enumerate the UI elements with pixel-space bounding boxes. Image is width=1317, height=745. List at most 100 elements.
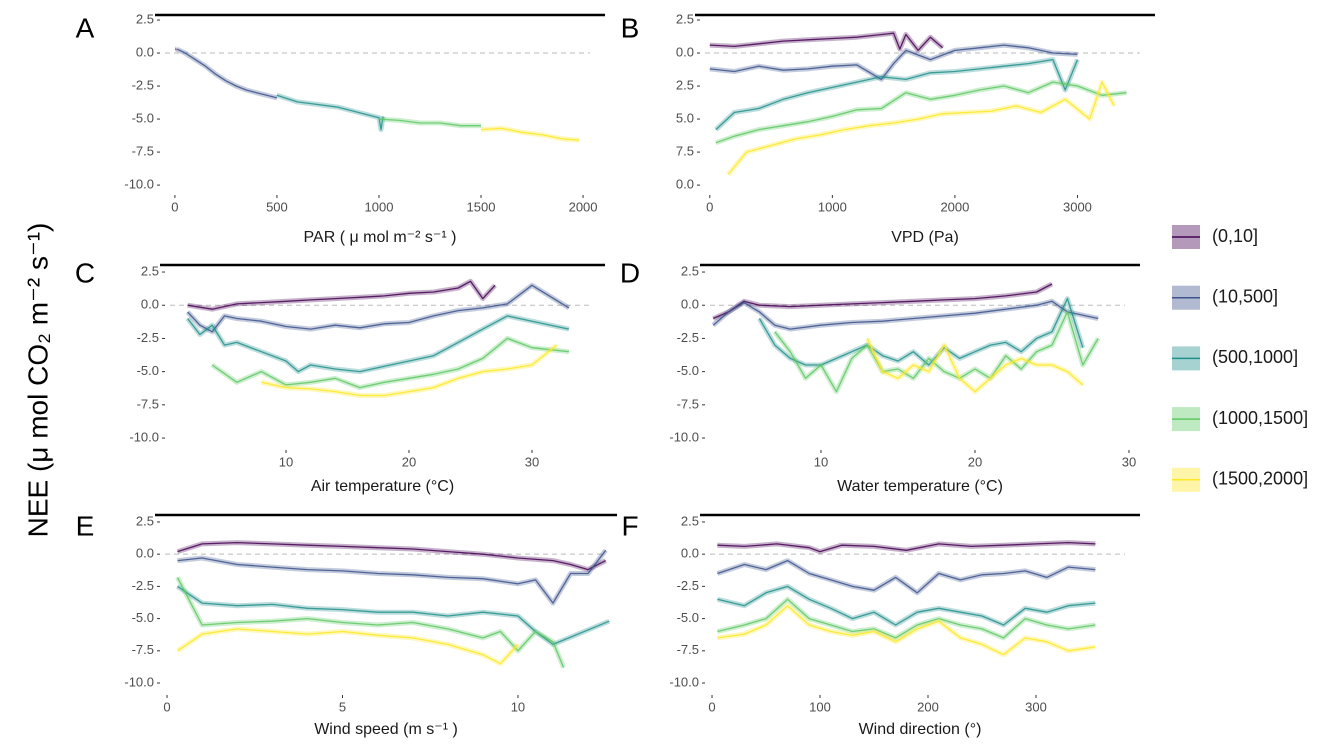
x-axis-label: Water temperature (°C) bbox=[837, 478, 1003, 495]
series-line bbox=[176, 48, 278, 99]
x-axis-label: Wind speed (m s⁻¹ ) bbox=[314, 721, 458, 738]
x-tick-label: 0 bbox=[171, 199, 178, 214]
x-tick-label: 10 bbox=[511, 699, 525, 714]
y-tick-label: 0.0 bbox=[136, 44, 154, 59]
panel-letter: C bbox=[75, 257, 95, 288]
series-line bbox=[866, 338, 1084, 393]
y-tick-label: -5.0 bbox=[137, 363, 159, 378]
y-tick-label: -2.5 bbox=[137, 330, 159, 345]
panel-letter: F bbox=[621, 510, 638, 541]
series-line bbox=[378, 118, 481, 127]
series-line bbox=[709, 32, 944, 52]
series-line bbox=[717, 598, 1096, 639]
y-tick-label: 2.5 bbox=[136, 513, 154, 528]
y-tick-label: 2.5 bbox=[141, 263, 159, 278]
series-line bbox=[715, 81, 1127, 144]
series-line bbox=[717, 541, 1096, 553]
x-tick-label: 300 bbox=[1025, 699, 1047, 714]
panel-letter: E bbox=[76, 510, 95, 541]
y-tick-label: 2.5 bbox=[676, 77, 694, 92]
x-tick-label: 30 bbox=[525, 454, 539, 469]
y-tick-label: -2.5 bbox=[132, 578, 154, 593]
series-line bbox=[480, 127, 580, 141]
y-tick-label: -2.5 bbox=[132, 77, 154, 92]
series-line bbox=[276, 94, 384, 131]
y-tick-label: 0.0 bbox=[681, 297, 699, 312]
y-tick-label: 2.5 bbox=[681, 513, 699, 528]
y-tick-label: 7.5 bbox=[676, 144, 694, 159]
x-tick-label: 500 bbox=[266, 199, 288, 214]
x-tick-label: 100 bbox=[809, 699, 831, 714]
series-line bbox=[717, 585, 1096, 626]
y-tick-label: -5.0 bbox=[677, 610, 699, 625]
y-tick-label: -10.0 bbox=[124, 674, 154, 689]
x-tick-label: 200 bbox=[917, 699, 939, 714]
series-line bbox=[727, 81, 1115, 175]
series-line bbox=[774, 311, 1099, 393]
y-tick-label: -10.0 bbox=[124, 177, 154, 192]
series-line bbox=[187, 284, 570, 333]
series-line bbox=[177, 541, 606, 571]
series-line bbox=[717, 559, 1096, 594]
x-tick-label: 2000 bbox=[940, 199, 969, 214]
series-line bbox=[177, 549, 607, 604]
y-tick-label: 0.0 bbox=[681, 546, 699, 561]
x-tick-label: 30 bbox=[1122, 454, 1136, 469]
legend-label: (1500,2000] bbox=[1212, 469, 1308, 489]
panel-letter: B bbox=[621, 12, 640, 43]
x-axis-label: VPD (Pa) bbox=[891, 229, 959, 246]
y-tick-label: -7.5 bbox=[137, 396, 159, 411]
y-tick-label: 2.5 bbox=[136, 11, 154, 26]
x-tick-label: 1000 bbox=[818, 199, 847, 214]
y-tick-label: 2.5 bbox=[676, 11, 694, 26]
y-tick-label: -7.5 bbox=[132, 642, 154, 657]
x-tick-label: 20 bbox=[402, 454, 416, 469]
y-tick-label: -7.5 bbox=[132, 144, 154, 159]
y-axis-label: NEE (μ mol CO₂ m⁻² s⁻¹) bbox=[22, 223, 53, 538]
series-line bbox=[717, 605, 1096, 656]
y-tick-label: 0.0 bbox=[676, 177, 694, 192]
y-tick-label: -7.5 bbox=[677, 396, 699, 411]
y-tick-label: -10.0 bbox=[669, 674, 699, 689]
y-tick-label: 0.0 bbox=[136, 546, 154, 561]
x-tick-label: 3000 bbox=[1063, 199, 1092, 214]
x-tick-label: 5 bbox=[339, 699, 346, 714]
series-line bbox=[709, 44, 1078, 81]
series-line bbox=[715, 58, 1079, 131]
x-tick-label: 0 bbox=[706, 199, 713, 214]
y-tick-label: -5.0 bbox=[132, 610, 154, 625]
series-line bbox=[211, 337, 569, 389]
series-line bbox=[712, 300, 1099, 330]
y-tick-label: 2.5 bbox=[681, 263, 699, 278]
legend-label: (500,1000] bbox=[1212, 347, 1298, 367]
x-axis-label: Air temperature (°C) bbox=[311, 478, 454, 495]
series-line bbox=[261, 344, 558, 397]
y-tick-label: -2.5 bbox=[677, 330, 699, 345]
x-tick-label: 1000 bbox=[365, 199, 394, 214]
series-line bbox=[176, 577, 565, 668]
y-tick-label: -7.5 bbox=[677, 642, 699, 657]
x-tick-label: 1500 bbox=[467, 199, 496, 214]
x-tick-label: 20 bbox=[968, 454, 982, 469]
legend-label: (10,500] bbox=[1212, 286, 1278, 306]
y-tick-label: -10.0 bbox=[669, 429, 699, 444]
x-tick-label: 10 bbox=[814, 454, 828, 469]
y-tick-label: 0.0 bbox=[676, 44, 694, 59]
x-tick-label: 2000 bbox=[569, 199, 598, 214]
y-tick-label: 5.0 bbox=[676, 111, 694, 126]
series-line bbox=[177, 628, 519, 665]
series-line bbox=[187, 315, 570, 373]
x-tick-label: 10 bbox=[279, 454, 293, 469]
panel-letter: D bbox=[620, 257, 640, 288]
x-tick-label: 0 bbox=[163, 699, 170, 714]
x-tick-label: 0 bbox=[708, 699, 715, 714]
legend-label: (0,10] bbox=[1212, 226, 1258, 246]
legend-label: (1000,1500] bbox=[1212, 408, 1308, 428]
series-line bbox=[177, 585, 610, 646]
x-axis-label: Wind direction (°) bbox=[859, 721, 982, 738]
panel-letter: A bbox=[76, 12, 95, 43]
y-tick-label: 0.0 bbox=[141, 297, 159, 312]
y-tick-label: -5.0 bbox=[677, 363, 699, 378]
